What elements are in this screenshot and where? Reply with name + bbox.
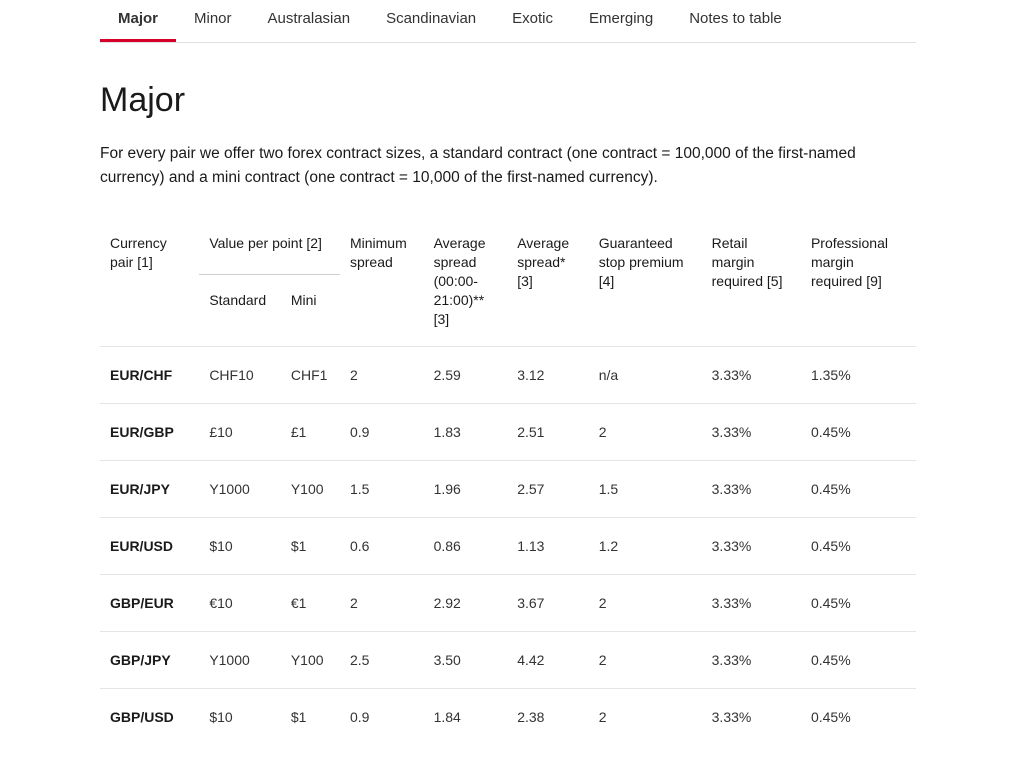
cell-prof-margin: 0.45% [801, 689, 916, 746]
cell-min-spread: 1.5 [340, 461, 424, 518]
cell-pair: EUR/CHF [100, 347, 199, 404]
cell-mini: $1 [281, 689, 340, 746]
tab-major[interactable]: Major [100, 0, 176, 42]
cell-mini: CHF1 [281, 347, 340, 404]
tab-scandinavian[interactable]: Scandinavian [368, 0, 494, 42]
col-header-retail-margin: Retail margin required [5] [702, 230, 801, 347]
col-header-value-per-point: Value per point [2] [199, 230, 340, 275]
cell-avg-spread: 2.38 [507, 689, 589, 746]
page-description: For every pair we offer two forex contra… [100, 142, 916, 190]
forex-table: Currency pair [1] Value per point [2] Mi… [100, 230, 916, 745]
cell-avg-spread: 1.13 [507, 518, 589, 575]
cell-pair: GBP/EUR [100, 575, 199, 632]
cell-mini: £1 [281, 404, 340, 461]
cell-prof-margin: 0.45% [801, 461, 916, 518]
cell-min-spread: 2.5 [340, 632, 424, 689]
page-title: Major [100, 81, 916, 120]
tab-bar: MajorMinorAustralasianScandinavianExotic… [100, 0, 916, 43]
col-header-stop-premium: Guaranteed stop premium [4] [589, 230, 702, 347]
tab-australasian[interactable]: Australasian [250, 0, 369, 42]
cell-standard: Y1000 [199, 461, 281, 518]
cell-avg-spread-window: 2.92 [424, 575, 508, 632]
cell-min-spread: 2 [340, 575, 424, 632]
cell-avg-spread: 3.67 [507, 575, 589, 632]
col-subheader-mini: Mini [281, 275, 340, 347]
cell-stop-premium: 2 [589, 575, 702, 632]
cell-min-spread: 0.9 [340, 689, 424, 746]
cell-standard: £10 [199, 404, 281, 461]
cell-min-spread: 0.6 [340, 518, 424, 575]
cell-stop-premium: 2 [589, 632, 702, 689]
cell-stop-premium: 1.5 [589, 461, 702, 518]
table-row: EUR/JPYY1000Y1001.51.962.571.53.33%0.45% [100, 461, 916, 518]
cell-stop-premium: n/a [589, 347, 702, 404]
cell-mini: €1 [281, 575, 340, 632]
cell-avg-spread-window: 0.86 [424, 518, 508, 575]
cell-avg-spread-window: 1.96 [424, 461, 508, 518]
table-row: GBP/USD$10$10.91.842.3823.33%0.45% [100, 689, 916, 746]
table-row: EUR/CHFCHF10CHF122.593.12n/a3.33%1.35% [100, 347, 916, 404]
table-row: EUR/GBP£10£10.91.832.5123.33%0.45% [100, 404, 916, 461]
cell-min-spread: 2 [340, 347, 424, 404]
cell-pair: GBP/USD [100, 689, 199, 746]
cell-avg-spread-window: 2.59 [424, 347, 508, 404]
cell-mini: $1 [281, 518, 340, 575]
tab-emerging[interactable]: Emerging [571, 0, 671, 42]
cell-stop-premium: 2 [589, 689, 702, 746]
cell-retail-margin: 3.33% [702, 575, 801, 632]
cell-pair: EUR/USD [100, 518, 199, 575]
cell-prof-margin: 0.45% [801, 404, 916, 461]
cell-avg-spread: 2.57 [507, 461, 589, 518]
cell-retail-margin: 3.33% [702, 518, 801, 575]
cell-mini: Y100 [281, 632, 340, 689]
cell-pair: EUR/GBP [100, 404, 199, 461]
cell-mini: Y100 [281, 461, 340, 518]
cell-retail-margin: 3.33% [702, 689, 801, 746]
cell-prof-margin: 0.45% [801, 575, 916, 632]
cell-standard: Y1000 [199, 632, 281, 689]
cell-prof-margin: 0.45% [801, 632, 916, 689]
col-subheader-standard: Standard [199, 275, 281, 347]
cell-standard: CHF10 [199, 347, 281, 404]
cell-avg-spread: 2.51 [507, 404, 589, 461]
cell-pair: EUR/JPY [100, 461, 199, 518]
cell-avg-spread: 3.12 [507, 347, 589, 404]
cell-avg-spread-window: 1.83 [424, 404, 508, 461]
cell-avg-spread-window: 1.84 [424, 689, 508, 746]
col-header-prof-margin: Professional margin required [9] [801, 230, 916, 347]
col-header-avg-spread: Average spread* [3] [507, 230, 589, 347]
cell-stop-premium: 1.2 [589, 518, 702, 575]
cell-avg-spread: 4.42 [507, 632, 589, 689]
cell-prof-margin: 0.45% [801, 518, 916, 575]
cell-prof-margin: 1.35% [801, 347, 916, 404]
cell-min-spread: 0.9 [340, 404, 424, 461]
cell-retail-margin: 3.33% [702, 347, 801, 404]
table-row: EUR/USD$10$10.60.861.131.23.33%0.45% [100, 518, 916, 575]
cell-standard: $10 [199, 518, 281, 575]
cell-standard: €10 [199, 575, 281, 632]
col-header-pair: Currency pair [1] [100, 230, 199, 347]
cell-avg-spread-window: 3.50 [424, 632, 508, 689]
cell-retail-margin: 3.33% [702, 632, 801, 689]
cell-retail-margin: 3.33% [702, 461, 801, 518]
cell-stop-premium: 2 [589, 404, 702, 461]
cell-standard: $10 [199, 689, 281, 746]
col-header-avg-spread-window: Average spread (00:00-21:00)** [3] [424, 230, 508, 347]
tab-minor[interactable]: Minor [176, 0, 250, 42]
cell-pair: GBP/JPY [100, 632, 199, 689]
cell-retail-margin: 3.33% [702, 404, 801, 461]
tab-exotic[interactable]: Exotic [494, 0, 571, 42]
table-row: GBP/JPYY1000Y1002.53.504.4223.33%0.45% [100, 632, 916, 689]
col-header-min-spread: Minimum spread [340, 230, 424, 347]
table-row: GBP/EUR€10€122.923.6723.33%0.45% [100, 575, 916, 632]
tab-notes-to-table[interactable]: Notes to table [671, 0, 800, 42]
